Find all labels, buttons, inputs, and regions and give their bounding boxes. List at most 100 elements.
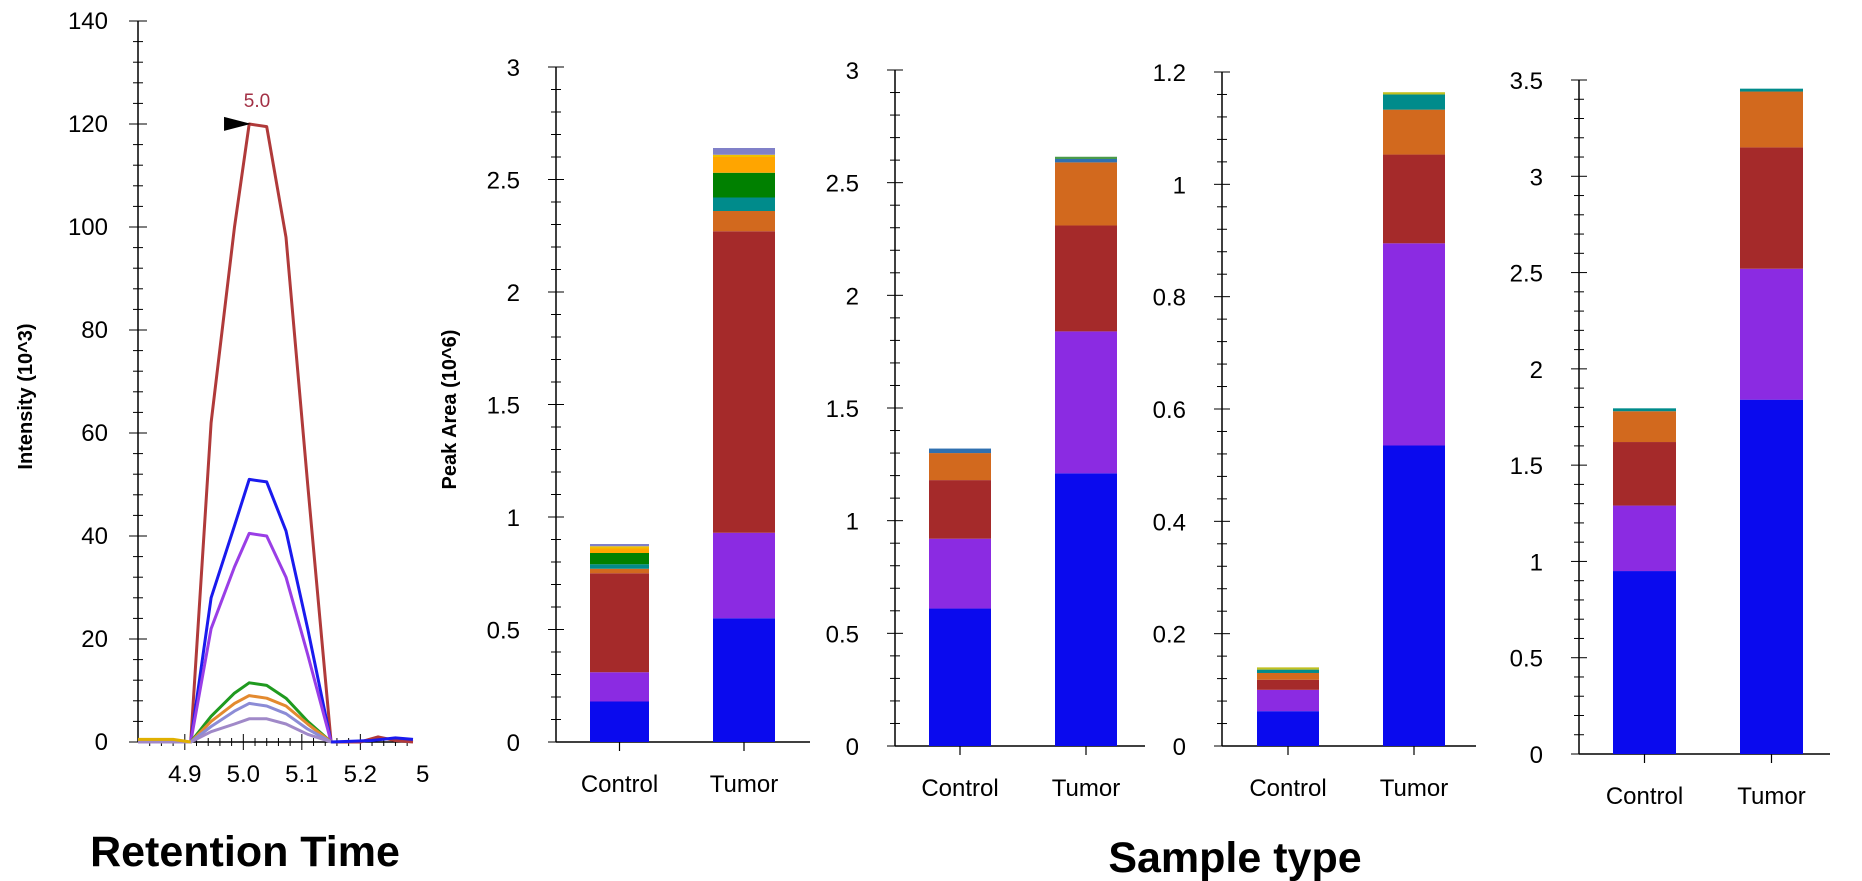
bar-segment (713, 148, 775, 155)
sample-type-label: Sample type (1108, 834, 1361, 881)
bar-segment (1740, 399, 1803, 754)
bar-segment (713, 211, 775, 232)
bar-segment (713, 532, 775, 619)
bar-panel-3: 0 0.2 0.4 0.6 0.8 1 1.2 Control Tumor (1153, 60, 1476, 802)
bar-segment (1383, 109, 1445, 155)
y-tick-label: 0 (1530, 742, 1543, 769)
bar-segment (1055, 473, 1117, 746)
y-tick-label: 2.5 (1510, 261, 1543, 288)
x-tick-label-partial: 5 (416, 761, 429, 788)
y-tick-label: 2 (507, 280, 520, 307)
bar-segment (1055, 225, 1117, 332)
y-tick-label: 20 (81, 626, 108, 653)
x-category-label: Control (1249, 775, 1326, 802)
bar-segment (590, 564, 649, 569)
y-tick-label: 1.5 (826, 396, 859, 423)
bar-segment (713, 154, 775, 157)
chromatogram-panel: 0 20 40 60 80 100 120 140 Intensity (10^3) 4.9 5.0… (15, 8, 429, 788)
y-tick-label: 140 (68, 8, 108, 35)
y-tick-label: 0 (1173, 734, 1186, 761)
y-tick-label: 3 (507, 55, 520, 82)
y-tick-label: 80 (81, 317, 108, 344)
y-tick-label: 0.8 (1153, 285, 1186, 312)
bar-segment (590, 544, 649, 547)
y-axis-label: Intensity (10^3) (15, 323, 37, 469)
bar-segment (1257, 679, 1319, 690)
bar-segment (1055, 331, 1117, 474)
y-tick-label: 3 (846, 58, 859, 85)
bar-segment (1613, 411, 1676, 443)
bar-segment (713, 618, 775, 742)
bar-segment (1257, 667, 1319, 670)
bar-segment (1257, 711, 1319, 746)
bar-segment (1613, 571, 1676, 754)
chromatogram-series-line (138, 717, 332, 744)
bar-segment (590, 573, 649, 673)
bar-segment (1383, 92, 1445, 95)
x-tick-label: 4.9 (168, 761, 201, 788)
bar-segment (1383, 243, 1445, 446)
retention-time-label: Retention Time (90, 828, 400, 876)
bar-segment (1383, 154, 1445, 244)
x-category-label: Control (581, 771, 658, 798)
bar-segment (1257, 689, 1319, 712)
y-tick-label: 1.5 (1510, 453, 1543, 480)
bar-segment (713, 157, 775, 173)
y-tick-label: 2 (846, 283, 859, 310)
bar-segment (713, 197, 775, 211)
y-tick-label: 0.5 (1510, 646, 1543, 673)
bar-segment (1740, 91, 1803, 148)
y-tick-label: 1.2 (1153, 60, 1186, 87)
y-tick-label: 0 (507, 730, 520, 757)
bar-segment (713, 172, 775, 198)
x-tick-label: 5.2 (344, 761, 377, 788)
y-tick-label: 2.5 (826, 171, 859, 198)
bar-segment (1383, 445, 1445, 746)
y-tick-label: 40 (81, 523, 108, 550)
y-tick-label: 0.2 (1153, 622, 1186, 649)
bar-segment (590, 701, 649, 742)
x-category-label: Tumor (1380, 775, 1448, 802)
chromatogram-series-line (138, 737, 191, 744)
y-tick-label: 100 (68, 214, 108, 241)
bar-segment (590, 548, 649, 553)
bar-segment (713, 231, 775, 533)
bar-panel-1: 0 0.5 1 1.5 2 2.5 3 Peak Area (10^6) Control Tumo… (439, 55, 810, 798)
chromatogram-series-line (138, 122, 333, 744)
bar-panel-4: 0 0.5 1 1.5 2 2.5 3 3.5 Control Tumor (1510, 68, 1830, 810)
y-tick-label: 3.5 (1510, 68, 1543, 95)
bar-segment (929, 538, 991, 609)
y-tick-label: 60 (81, 420, 108, 447)
y-tick-label: 1 (507, 505, 520, 532)
bar-segment (1257, 669, 1319, 673)
y-tick-label: 0.5 (487, 618, 520, 645)
x-category-label: Tumor (1737, 783, 1805, 810)
bar-segment (590, 672, 649, 702)
y-tick-label: 0.4 (1153, 509, 1186, 536)
bar-segment (590, 546, 649, 549)
y-tick-label: 0 (846, 734, 859, 761)
bar-segment (1613, 505, 1676, 572)
peak-arrow-icon (224, 116, 252, 131)
bar-segment (1740, 147, 1803, 269)
bar-segment (590, 568, 649, 574)
y-tick-label: 3 (1530, 164, 1543, 191)
y-tick-label: 0 (95, 729, 108, 756)
y-tick-label: 0.6 (1153, 397, 1186, 424)
bar-segment (1257, 672, 1319, 680)
bar-segment (590, 553, 649, 565)
x-category-label: Tumor (1052, 775, 1120, 802)
peak-annotation-label: 5.0 (244, 91, 270, 112)
y-tick-label: 2 (1530, 357, 1543, 384)
x-category-label: Control (1606, 783, 1683, 810)
bar-segment (929, 480, 991, 539)
x-category-label: Control (921, 775, 998, 802)
y-tick-label: 1 (846, 509, 859, 536)
chromatogram-series-line (331, 736, 414, 744)
y-tick-label: 0.5 (826, 621, 859, 648)
y-tick-label: 1 (1173, 172, 1186, 199)
y-tick-label: 120 (68, 111, 108, 138)
bar-segment (1613, 408, 1676, 412)
bar-panel-2: 0 0.5 1 1.5 2 2.5 3 Control Tumor (826, 58, 1145, 802)
